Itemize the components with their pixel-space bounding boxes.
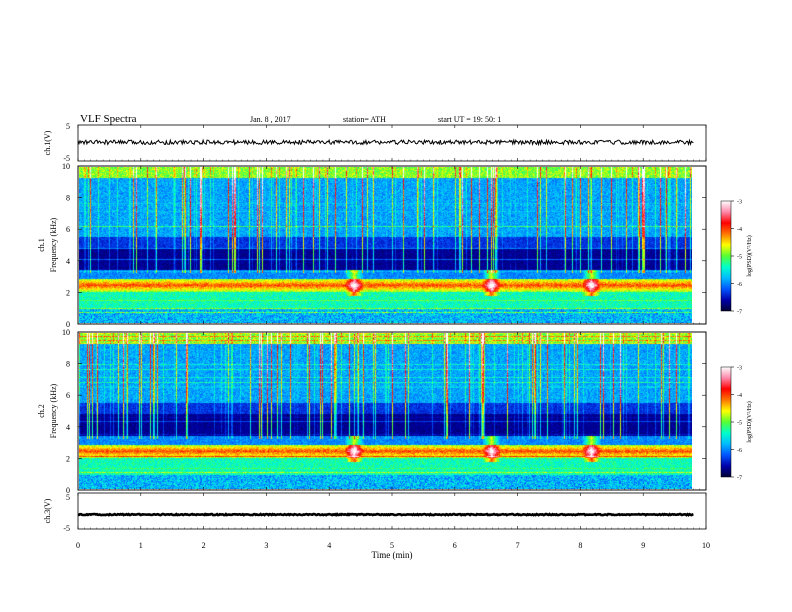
colorbar-tick-label: -3 (737, 200, 742, 206)
spectrogram-ytick-label: 8 (66, 360, 70, 369)
station-label: station= ATH (343, 115, 386, 124)
figure-title: VLF Spectra (80, 113, 137, 125)
ch2-colorbar: -3 -4 -5 -6 -7 log(PSD)(V²/Hz) (720, 366, 753, 482)
spectrogram-ytick-label: 10 (62, 328, 70, 337)
time-axis: 0 1 2 3 4 5 6 7 8 9 10 (76, 125, 710, 550)
colorbar-tick-label: -4 (737, 227, 742, 233)
ch1-ytick-top: 5 (66, 122, 70, 131)
ch3-ytick-bottom: -5 (63, 524, 70, 533)
spectrogram-ytick-label: 4 (66, 257, 70, 266)
ch3-waveform-frame (77, 492, 707, 530)
time-tick-label: 8 (578, 541, 582, 550)
ch1-ytick-bottom: -5 (63, 154, 70, 163)
ch2-spectrogram-image-holder (79, 333, 692, 489)
time-tick-label: 6 (453, 541, 457, 550)
time-tick-label: 3 (264, 541, 268, 550)
time-tick-label: 4 (327, 541, 331, 550)
time-axis-label: Time (min) (372, 550, 413, 560)
spectrogram-ytick-label: 8 (66, 194, 70, 203)
colorbar-tick-label: -3 (737, 366, 742, 372)
spectrogram-ytick-label: 2 (66, 288, 70, 297)
time-tick-label: 5 (390, 541, 394, 550)
colorbar-tick-label: -4 (737, 393, 742, 399)
spectrogram-ytick-label: 10 (62, 162, 70, 171)
ch2-spectrogram-yticks: 0 2 4 6 8 10 (62, 328, 706, 495)
spectrogram-ytick-label: 6 (66, 391, 70, 400)
time-tick-label: 2 (202, 541, 206, 550)
ch2-spectrogram-ylabel-channel: ch.2 (37, 404, 46, 418)
spectrogram-ytick-label: 0 (66, 486, 70, 495)
ch1-spectrogram-panel: 0 2 4 6 8 10 ch.1 Frequency (kHz) (37, 162, 707, 329)
ch1-spectrogram-ylabel-channel: ch.1 (37, 238, 46, 252)
ch1-spectrogram-ylabel-frequency: Frequency (kHz) (49, 217, 58, 272)
start-time-label: start UT = 19: 50: 1 (438, 115, 501, 124)
time-tick-label: 10 (702, 541, 710, 550)
spectrogram-ytick-label: 4 (66, 423, 70, 432)
spectrogram-ytick-label: 2 (66, 454, 70, 463)
colorbar-tick-label: -7 (737, 476, 742, 482)
ch1-colorbar-label: log(PSD)(V²/Hz) (746, 235, 753, 276)
colorbar-tick-label: -5 (737, 421, 742, 427)
ch1-spectrogram-yticks: 0 2 4 6 8 10 (62, 162, 706, 329)
waveform-line (77, 512, 694, 517)
ch2-spectrogram-image (79, 333, 692, 489)
colorbar-tick-label: -7 (737, 310, 742, 316)
time-tick-label: 1 (139, 541, 143, 550)
time-tick-label: 0 (76, 541, 80, 550)
ch2-spectrogram-panel: 0 2 4 6 8 10 ch.2 Frequency (kHz) (37, 328, 707, 495)
time-tick-label: 9 (641, 541, 645, 550)
date-label: Jan. 8 , 2017 (250, 115, 291, 124)
ch1-waveform-ylabel: ch.1(V) (43, 130, 52, 155)
ch1-colorbar-ticks: -3 -4 -5 -6 -7 (731, 200, 742, 316)
colorbar-tick-label: -6 (737, 282, 742, 288)
ch2-spectrogram-ylabel-frequency: Frequency (kHz) (49, 383, 58, 438)
waveform-line (77, 138, 694, 147)
colorbar-tick-label: -5 (737, 255, 742, 261)
spectrogram-ytick-label: 0 (66, 320, 70, 329)
colorbar-tick-label: -6 (737, 448, 742, 454)
spectrogram-ytick-label: 6 (66, 225, 70, 234)
ch3-waveform-panel: 5 -5 ch.3(V) (43, 492, 707, 533)
ch1-waveform-panel: 5 -5 ch.1(V) (43, 122, 707, 163)
ch3-waveform-trace (77, 512, 694, 517)
ch3-waveform-ylabel: ch.3(V) (43, 498, 52, 523)
ch2-colorbar-gradient (720, 366, 732, 478)
ch2-colorbar-ticks: -3 -4 -5 -6 -7 (731, 366, 742, 482)
ch2-colorbar-label: log(PSD)(V²/Hz) (746, 401, 753, 442)
ch1-spectrogram-image-holder (79, 167, 692, 323)
time-tick-label: 7 (516, 541, 520, 550)
ch1-spectrogram-image (79, 167, 692, 323)
ch1-waveform-trace (77, 138, 694, 147)
ch1-colorbar: -3 -4 -5 -6 -7 log(PSD)(V²/Hz) (720, 200, 753, 316)
ch3-ytick-top: 5 (66, 493, 70, 502)
ch1-colorbar-gradient (720, 200, 732, 312)
